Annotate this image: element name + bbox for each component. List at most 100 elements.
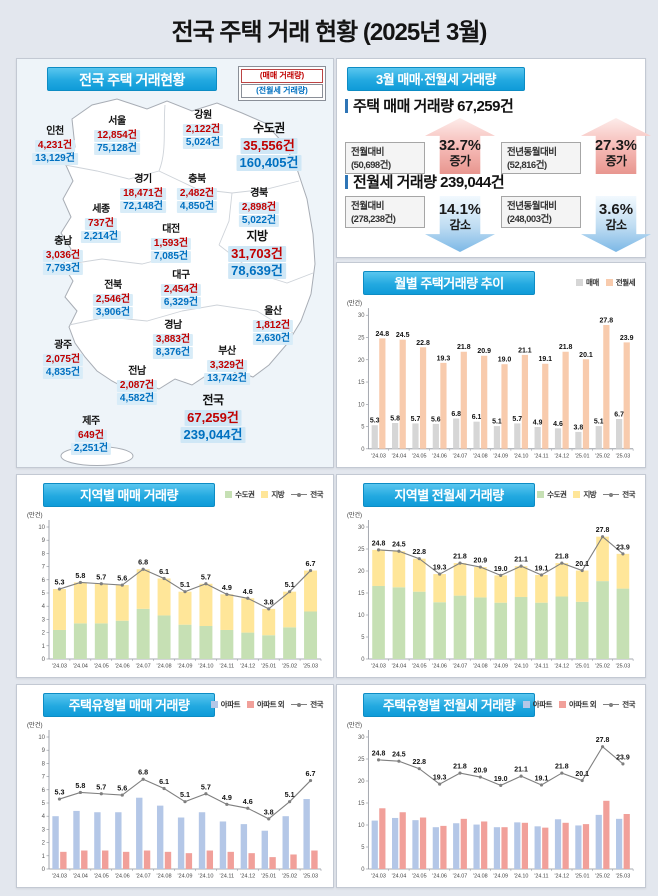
map-legend-sale-label: (매매 거래량) [241,69,323,83]
map-region-강원: 강원 2,122건 5,024건 [182,105,224,149]
svg-text:'24.04: '24.04 [392,453,407,459]
svg-text:21.8: 21.8 [559,343,573,351]
panel-header: 주택유형별 매매 거래량 [43,693,215,717]
svg-text:20: 20 [358,358,365,364]
legend-item: 전국 [603,699,635,710]
svg-text:24.5: 24.5 [396,331,410,339]
svg-text:19.3: 19.3 [433,773,447,781]
svg-text:5.7: 5.7 [201,572,211,581]
stat-label-box: 전월대비 (50,698건) [345,142,425,174]
map-region-대구: 대구 2,454건 6,329건 [160,265,202,309]
svg-text:15: 15 [358,801,365,807]
svg-text:5.1: 5.1 [594,417,604,425]
svg-text:3: 3 [42,827,46,833]
chart-canvas: (만건) 0 5 10 15 20 25 30 '24.03 '24.04 '24.05 '24.06… [345,297,637,463]
svg-text:6.1: 6.1 [159,567,169,576]
svg-text:5.8: 5.8 [390,414,400,422]
svg-text:3.8: 3.8 [264,597,274,606]
svg-text:6.8: 6.8 [451,410,461,418]
svg-text:'24.05: '24.05 [412,873,427,879]
svg-text:'24.09: '24.09 [177,664,192,670]
svg-text:19.0: 19.0 [498,356,512,364]
svg-text:'24.06: '24.06 [432,453,447,459]
map-region-지방: 지방 31,703건 78,639건 [228,227,286,279]
panel-region-sale-chart: 지역별 매매 거래량 수도권 지방 전국 (만건) 0 1 2 3 4 5 6 7 8 9 10 '24.0… [16,474,334,678]
svg-text:'24.11: '24.11 [534,873,548,879]
up-arrow-icon: 27.3% 증가 [581,118,651,174]
panel-monthly-trend-chart: 월별 주택거래량 추이 매매 전월세 (만건) 0 5 10 15 20 25 30 '24.03… [336,262,646,468]
chart-canvas: (만건) 0 5 10 15 20 25 30 '24.03 '24.04 '24.05 '24.06… [345,509,637,673]
panel-type-jeonse-chart: 주택유형별 전월세 거래량 아파트 아파트 외 전국 (만건) 0 5 10 15 20 25 3… [336,684,646,888]
jeonse-volume-title: 전월세 거래량 239,044건 [345,171,637,192]
svg-text:(만건): (만건) [27,721,43,729]
svg-text:24.8: 24.8 [372,539,386,547]
map-region-인천: 인천 4,231건 13,129건 [32,121,78,165]
svg-text:'24.04: '24.04 [73,874,88,880]
svg-text:24.5: 24.5 [392,751,406,759]
map-legend-jeonse-label: (전월세 거래량) [241,84,323,98]
svg-text:5.1: 5.1 [285,580,295,589]
panel-header: 전국 주택 거래현황 [47,67,217,91]
svg-text:'25.03: '25.03 [616,453,631,459]
section-marker [345,98,348,113]
svg-text:6.7: 6.7 [614,410,624,418]
svg-text:23.9: 23.9 [616,753,630,761]
svg-text:27.8: 27.8 [596,526,610,534]
svg-text:'24.08: '24.08 [157,874,172,880]
svg-text:10: 10 [38,735,45,741]
svg-text:8: 8 [42,761,46,767]
svg-text:5: 5 [42,591,46,597]
svg-text:1: 1 [42,854,46,860]
svg-text:'25.03: '25.03 [616,663,631,669]
svg-text:27.8: 27.8 [600,316,614,324]
svg-text:'24.03: '24.03 [371,453,386,459]
svg-text:(만건): (만건) [347,721,362,729]
svg-text:20.1: 20.1 [575,770,589,778]
stat-label-box: 전년동월대비 (52,816건) [501,142,581,174]
svg-text:'24.04: '24.04 [73,664,88,670]
svg-text:15: 15 [358,591,365,597]
panel-header: 지역별 전월세 거래량 [363,483,535,507]
svg-text:4: 4 [42,814,46,820]
svg-text:'24.03: '24.03 [371,663,386,669]
svg-text:'24.07: '24.07 [136,874,151,880]
svg-text:24.5: 24.5 [392,541,406,549]
legend-item: 아파트 [210,699,241,710]
svg-text:'24.07: '24.07 [453,663,468,669]
svg-text:5.6: 5.6 [117,784,127,793]
svg-text:19.3: 19.3 [437,354,451,362]
stat-label-box: 전월대비 (278,238건) [345,196,425,228]
stat-yoy-sale: 전년동월대비 (52,816건) 27.3% 증가 [501,118,651,174]
svg-text:20: 20 [358,569,365,575]
svg-text:'25.03: '25.03 [303,664,318,670]
stat-yoy-jeonse: 전년동월대비 (248,003건) 3.6% 감소 [501,196,651,252]
svg-text:1: 1 [42,644,46,650]
svg-text:4: 4 [42,604,46,610]
svg-text:'24.08: '24.08 [473,873,488,879]
map-region-부산: 부산 3,329건 13,742건 [204,341,250,385]
svg-text:'24.06: '24.06 [115,874,130,880]
svg-text:15: 15 [358,380,365,386]
svg-text:'25.02: '25.02 [595,663,610,669]
chart-canvas: (만건) 0 5 10 15 20 25 30 '24.03 '24.04 '24.05 '24.06… [345,719,637,883]
svg-text:'24.08: '24.08 [157,664,172,670]
svg-text:10: 10 [358,613,365,619]
svg-text:'25.01: '25.01 [575,873,590,879]
svg-text:0: 0 [42,657,46,663]
svg-text:20: 20 [358,779,365,785]
svg-text:8: 8 [42,551,46,557]
svg-text:4.6: 4.6 [243,587,253,596]
svg-text:6.1: 6.1 [159,777,169,786]
svg-text:(만건): (만건) [27,511,43,519]
svg-text:'25.03: '25.03 [616,873,631,879]
svg-text:5.1: 5.1 [285,790,295,799]
svg-text:30: 30 [358,525,365,531]
legend-item: 전월세 [605,277,636,288]
svg-text:21.8: 21.8 [453,762,467,770]
svg-text:(만건): (만건) [347,511,362,519]
svg-text:30: 30 [358,313,365,319]
svg-text:5.7: 5.7 [201,782,211,791]
svg-text:'24.12: '24.12 [240,874,255,880]
svg-text:'24.10: '24.10 [198,874,213,880]
svg-text:6.8: 6.8 [138,768,148,777]
